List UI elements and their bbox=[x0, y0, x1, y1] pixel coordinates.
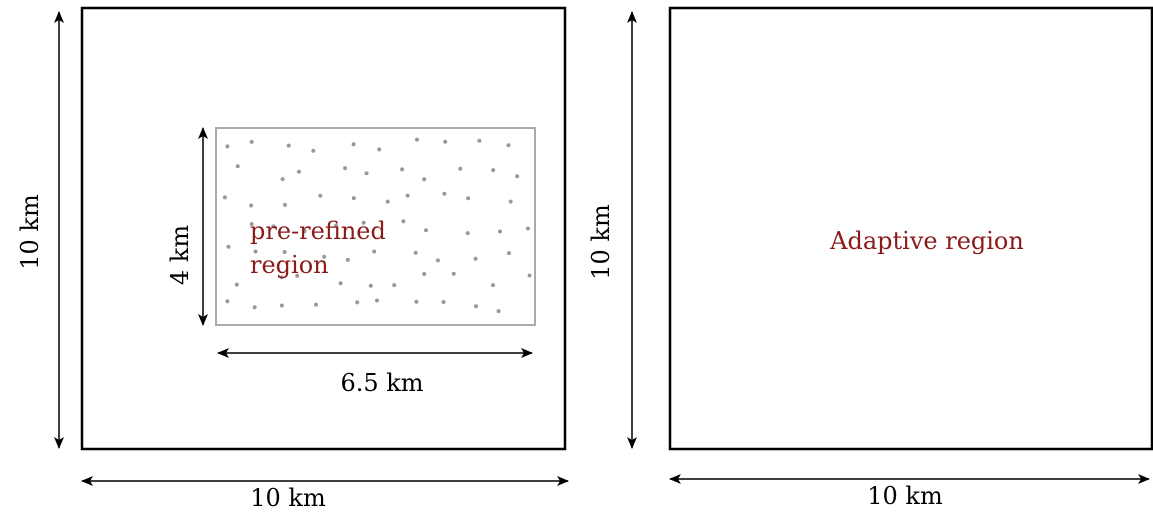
right-height-label: 10 km bbox=[587, 204, 615, 280]
refinement-dot bbox=[443, 139, 448, 144]
refinement-dot bbox=[280, 177, 285, 182]
refinement-dot bbox=[375, 298, 379, 303]
right-outer-domain bbox=[668, 6, 1153, 451]
refinement-dot bbox=[282, 250, 287, 254]
refinement-dot bbox=[400, 167, 405, 172]
refinement-dot bbox=[279, 303, 284, 308]
refinement-dot bbox=[314, 302, 318, 307]
refinement-dot bbox=[507, 251, 511, 256]
refinement-dot bbox=[249, 203, 254, 208]
refinement-dot bbox=[283, 202, 287, 207]
refinement-dot bbox=[234, 282, 239, 287]
refinement-dot bbox=[477, 138, 482, 143]
refinement-dot bbox=[506, 143, 511, 148]
refinement-dot bbox=[355, 300, 360, 305]
refinement-dot bbox=[345, 257, 350, 262]
refinement-dot bbox=[498, 229, 502, 234]
left-outer-domain bbox=[80, 6, 567, 451]
refinement-dot bbox=[496, 309, 501, 314]
refinement-dot bbox=[372, 249, 377, 254]
refinement-dot bbox=[377, 147, 382, 152]
refinement-dot bbox=[422, 177, 427, 182]
refinement-dot bbox=[392, 283, 397, 288]
refinement-dot bbox=[364, 171, 369, 176]
inner-width-label: 6.5 km bbox=[340, 369, 423, 397]
refinement-dot bbox=[508, 199, 513, 204]
region-label: region bbox=[250, 251, 329, 279]
refinement-dot bbox=[424, 228, 428, 233]
refinement-dot bbox=[296, 169, 301, 174]
adaptive-region-label: Adaptive region bbox=[829, 227, 1024, 255]
pre-refined-region-box bbox=[215, 127, 536, 326]
refinement-dot bbox=[368, 283, 373, 288]
pre-refined-label: pre-refined bbox=[250, 217, 386, 245]
refinement-dot bbox=[451, 271, 456, 276]
refinement-dot bbox=[249, 139, 254, 144]
right-width-label: 10 km bbox=[867, 482, 943, 510]
refinement-dot bbox=[491, 283, 495, 288]
right-panel: 10 km 10 km Adaptive region bbox=[587, 6, 1153, 510]
refinement-dot bbox=[302, 229, 307, 234]
refinement-dot bbox=[249, 222, 254, 226]
pre-refined-dot-pattern bbox=[222, 137, 532, 314]
refinement-dot bbox=[361, 220, 366, 225]
refinement-dot bbox=[253, 249, 258, 254]
refinement-dot bbox=[414, 299, 419, 304]
left-width-label: 10 km bbox=[250, 484, 326, 512]
left-panel: 10 km 10 km 4 km 6.5 km pre-refined regi… bbox=[16, 6, 569, 512]
refinement-dot bbox=[442, 191, 447, 196]
refinement-dot bbox=[491, 168, 496, 173]
refinement-dot bbox=[422, 272, 427, 276]
inner-height-label: 4 km bbox=[166, 225, 194, 285]
refinement-dot bbox=[322, 254, 327, 259]
left-height-label: 10 km bbox=[16, 194, 44, 270]
refinement-dot bbox=[334, 223, 338, 228]
refinement-dot bbox=[279, 275, 284, 280]
refinement-dot bbox=[515, 174, 520, 179]
refinement-dot bbox=[225, 144, 230, 149]
refinement-dot bbox=[295, 273, 300, 278]
refinement-dot bbox=[222, 195, 227, 200]
refinement-dot bbox=[311, 148, 316, 153]
refinement-dot bbox=[527, 273, 532, 278]
refinement-dot bbox=[401, 219, 406, 224]
refinement-dot bbox=[343, 166, 348, 171]
refinement-dot bbox=[473, 256, 478, 261]
refinement-dot bbox=[286, 143, 291, 148]
refinement-dot bbox=[235, 164, 240, 169]
refinement-dot bbox=[441, 300, 446, 304]
refinement-dot bbox=[415, 137, 419, 142]
refinement-dot bbox=[338, 281, 343, 286]
refinement-dot bbox=[385, 199, 390, 204]
refinement-dot bbox=[474, 304, 478, 309]
refinement-dot bbox=[225, 299, 230, 304]
refinement-dot bbox=[318, 193, 323, 198]
refinement-dot bbox=[466, 196, 471, 201]
refinement-dot bbox=[351, 196, 356, 201]
refinement-dot bbox=[435, 258, 440, 263]
refinement-dot bbox=[465, 231, 470, 236]
refinement-dot bbox=[525, 226, 530, 231]
refinement-dot bbox=[413, 250, 418, 255]
refinement-dot bbox=[271, 224, 276, 229]
refinement-dot bbox=[405, 193, 410, 198]
refinement-dot bbox=[252, 305, 257, 310]
refinement-dot bbox=[458, 166, 463, 171]
refinement-dot bbox=[351, 142, 356, 147]
refinement-dot bbox=[226, 244, 231, 249]
